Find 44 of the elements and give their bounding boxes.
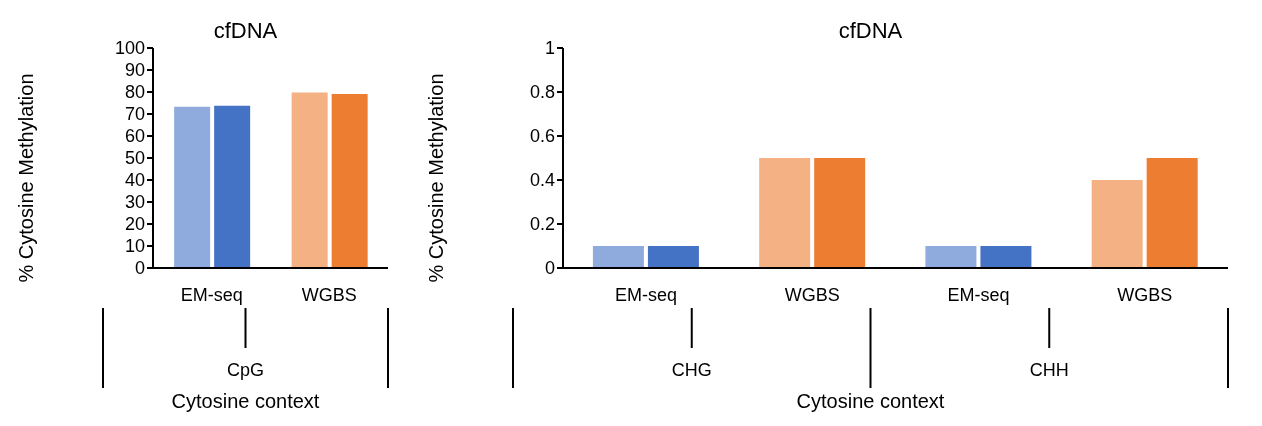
- y-tick-label: 20: [124, 214, 145, 235]
- y-tick-label: 50: [124, 148, 145, 169]
- y-tick-label: 90: [124, 60, 145, 81]
- x-axis-title: Cytosine context: [796, 390, 945, 412]
- y-axis-title: % Cytosine Methylation: [15, 73, 37, 283]
- y-tick-label: 70: [124, 104, 145, 125]
- y-tick-label: 0: [134, 258, 145, 279]
- bar: [174, 106, 211, 268]
- y-tick-label: 0.2: [529, 214, 555, 235]
- y-tick-label: 10: [124, 236, 145, 257]
- x-tick-label: EM-seq: [180, 284, 243, 305]
- bar: [592, 246, 644, 268]
- x-tick-label: WGBS: [1117, 284, 1173, 305]
- text: CHG: [671, 360, 712, 380]
- chart-title: cfDNA: [838, 18, 903, 43]
- bar: [647, 246, 699, 268]
- bar: [1091, 180, 1143, 268]
- bar: [759, 158, 811, 268]
- bar: [214, 105, 251, 268]
- x-tick-label: WGBS: [784, 284, 840, 305]
- y-tick-label: 1: [544, 38, 555, 59]
- y-tick-label: 0.6: [529, 126, 555, 147]
- bar: [1146, 158, 1198, 268]
- y-tick-label: 40: [124, 170, 145, 191]
- y-tick-label: 60: [124, 126, 145, 147]
- y-tick-label: 0.8: [529, 82, 555, 103]
- text: CHH: [1029, 360, 1069, 380]
- bar: [814, 158, 866, 268]
- y-tick-label: 30: [124, 192, 145, 213]
- chart-title: cfDNA: [213, 18, 278, 43]
- y-tick-label: 0.4: [529, 170, 555, 191]
- bar: [980, 246, 1032, 268]
- x-axis-title: Cytosine context: [171, 390, 320, 412]
- y-tick-label: 80: [124, 82, 145, 103]
- text: CpG: [226, 360, 265, 380]
- bar: [925, 246, 977, 268]
- x-tick-label: WGBS: [301, 284, 357, 305]
- x-tick-label: EM-seq: [615, 284, 678, 305]
- y-tick-label: 100: [114, 38, 145, 59]
- bar: [291, 92, 328, 268]
- x-tick-label: EM-seq: [947, 284, 1010, 305]
- bar: [331, 93, 368, 268]
- y-tick-label: 0: [544, 258, 555, 279]
- y-axis-title: % Cytosine Methylation: [425, 73, 447, 283]
